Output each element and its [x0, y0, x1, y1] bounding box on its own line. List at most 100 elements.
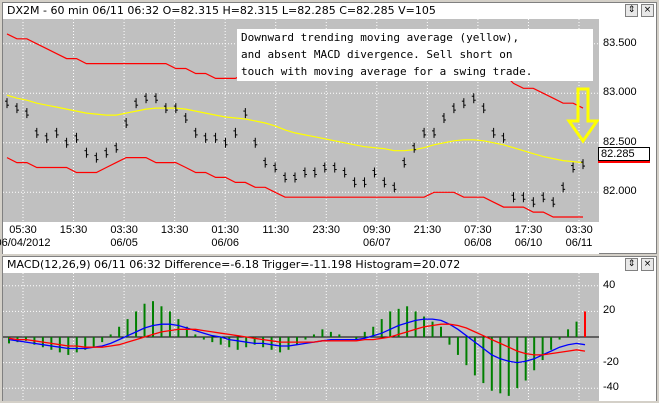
price-bar — [471, 93, 476, 104]
price-bar — [392, 182, 397, 193]
macd-window-buttons: ⇕ × — [625, 258, 654, 271]
price-bar — [213, 132, 218, 143]
lower-band-line — [6, 157, 583, 218]
time-tick-label: 11:30 — [262, 224, 290, 236]
price-bar — [481, 103, 486, 114]
price-bar — [551, 197, 556, 208]
price-bar — [44, 132, 49, 143]
time-tick-label: 13:30 — [160, 224, 189, 236]
time-tick-label: 07:30 — [464, 224, 492, 236]
price-bar — [144, 93, 149, 104]
time-tick-label: 09:30 — [363, 224, 391, 236]
price-bar — [183, 113, 188, 124]
price-bar — [34, 127, 39, 138]
price-bar — [253, 137, 258, 148]
price-bar — [14, 103, 19, 114]
price-bar — [312, 167, 317, 178]
price-bar — [561, 182, 566, 193]
price-bar — [382, 177, 387, 188]
macd-y-tick: -40 — [603, 381, 619, 394]
price-bar — [293, 172, 297, 183]
price-bar — [322, 162, 327, 173]
price-bar — [24, 108, 29, 119]
price-bar — [362, 177, 367, 188]
price-bar — [153, 93, 158, 104]
price-bar — [104, 147, 109, 158]
pin-button[interactable]: ⇕ — [625, 4, 638, 17]
price-bar — [541, 192, 546, 203]
date-tick-label: 06/06 — [211, 237, 239, 249]
price-y-tick: 82.000 — [603, 185, 637, 198]
price-y-tick: 82.500 — [603, 135, 637, 148]
time-tick-label: 01:30 — [211, 224, 239, 236]
macd-y-tick: -20 — [603, 355, 619, 368]
time-tick-label: 03:30 — [110, 224, 138, 236]
price-bar — [283, 172, 288, 183]
price-bar — [531, 197, 536, 208]
price-bar — [332, 162, 337, 173]
price-chart-header: DX2M - 60 min 06/11 06:32 O=82.315 H=82.… — [3, 3, 656, 19]
price-bar — [432, 127, 437, 138]
time-axis: 05:30 06/04/2012 15:30 03:30 06/05 13:30 01:30… — [0, 222, 599, 254]
date-tick-label: 06/05 — [110, 237, 138, 249]
price-bar — [203, 132, 208, 143]
macd-difference-line — [8, 318, 586, 364]
price-bar — [64, 137, 69, 148]
price-bar — [243, 108, 248, 119]
price-bar — [422, 127, 427, 138]
price-bar — [124, 117, 129, 128]
price-bar — [273, 162, 278, 173]
price-bar — [74, 132, 79, 143]
date-tick-label: 06/04/2012 — [0, 237, 51, 249]
macd-chart-panel: MACD(12,26,9) 06/11 06:32 Difference=-6.… — [2, 256, 657, 401]
price-bar — [402, 157, 407, 168]
down-arrow-icon — [566, 87, 599, 144]
price-y-axis: 83.500 83.000 82.500 82.000 — [599, 19, 656, 222]
date-tick-label: 06/08 — [464, 237, 492, 249]
date-tick-label: 06/10 — [514, 237, 543, 249]
price-chart-panel: DX2M - 60 min 06/11 06:32 O=82.315 H=82.… — [0, 2, 657, 254]
price-bar — [342, 167, 347, 178]
time-tick-label: 03:30 — [565, 224, 593, 236]
macd-y-tick: 20 — [603, 304, 616, 317]
price-window-buttons: ⇕ × — [625, 4, 654, 17]
price-bar — [461, 98, 466, 109]
time-tick-label: 15:30 — [59, 224, 88, 236]
time-tick-label: 05:30 — [9, 224, 37, 236]
price-bar — [84, 147, 89, 158]
price-bar — [54, 127, 59, 138]
price-y-tick: 83.500 — [603, 36, 637, 49]
price-bar — [233, 127, 238, 138]
last-price-badge: 82.285 — [598, 147, 650, 161]
date-tick-label: 06/07 — [363, 237, 391, 249]
price-bar — [451, 103, 456, 114]
price-bar — [114, 142, 119, 153]
price-bar — [173, 103, 178, 114]
time-tick-label: 23:30 — [312, 224, 341, 236]
price-bar — [441, 113, 446, 124]
price-bar — [412, 142, 417, 153]
time-tick-label: 21:30 — [413, 224, 442, 236]
macd-pin-button[interactable]: ⇕ — [625, 258, 638, 271]
price-bar — [223, 137, 228, 148]
price-bar — [193, 127, 198, 138]
price-bar — [521, 192, 526, 203]
price-bar — [352, 177, 357, 188]
macd-close-button[interactable]: × — [641, 258, 654, 271]
trade-annotation: Downward trending moving average (yellow… — [237, 29, 593, 81]
macd-trigger-line — [8, 323, 586, 356]
last-price-marker — [598, 161, 650, 163]
date-tick-label: 06/11 — [565, 237, 593, 249]
price-bar — [94, 152, 99, 163]
price-bar — [302, 167, 307, 178]
price-bar — [163, 103, 168, 114]
moving-average-line — [6, 94, 584, 164]
macd-plot-area[interactable] — [3, 273, 599, 401]
price-y-tick: 83.000 — [603, 86, 637, 99]
price-bar — [134, 98, 139, 109]
price-bar — [511, 192, 516, 203]
price-bar — [501, 132, 506, 143]
price-bar — [372, 167, 377, 178]
close-button[interactable]: × — [641, 4, 654, 17]
macd-y-tick: 40 — [603, 278, 616, 291]
